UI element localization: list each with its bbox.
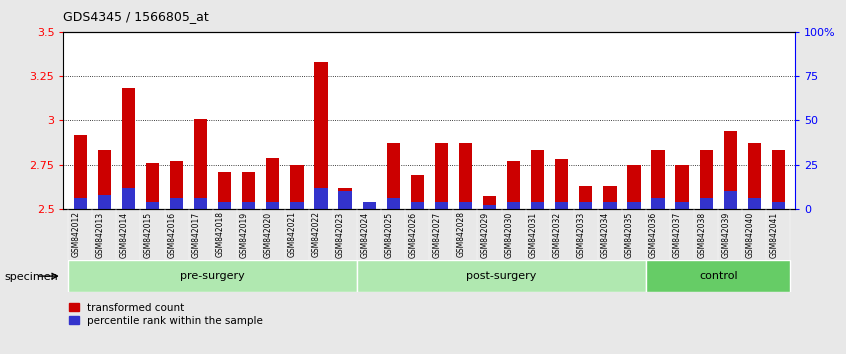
Bar	[651, 198, 665, 209]
Text: GSM842024: GSM842024	[360, 211, 369, 258]
Text: GSM842036: GSM842036	[649, 211, 658, 258]
Bar	[266, 158, 279, 209]
Bar	[410, 175, 424, 209]
Bar	[603, 202, 617, 209]
Bar	[194, 119, 207, 209]
Text: GDS4345 / 1566805_at: GDS4345 / 1566805_at	[63, 10, 209, 23]
Bar	[603, 186, 617, 209]
Bar	[122, 188, 135, 209]
Bar	[483, 196, 496, 209]
Bar	[363, 207, 376, 209]
Bar	[459, 143, 472, 209]
Bar	[242, 202, 255, 209]
Bar	[242, 172, 255, 209]
Bar	[772, 202, 785, 209]
Text: GSM842029: GSM842029	[481, 211, 490, 258]
Bar	[290, 202, 304, 209]
Bar	[194, 198, 207, 209]
Bar	[98, 150, 111, 209]
Bar	[435, 143, 448, 209]
Bar	[387, 198, 400, 209]
Bar	[723, 131, 737, 209]
Text: GSM842031: GSM842031	[529, 211, 538, 258]
Text: GSM842040: GSM842040	[745, 211, 755, 258]
Bar	[646, 260, 790, 292]
Bar	[363, 202, 376, 209]
Text: GSM842015: GSM842015	[144, 211, 152, 258]
Text: GSM842020: GSM842020	[264, 211, 273, 258]
Text: GSM842033: GSM842033	[577, 211, 585, 258]
Text: GSM842025: GSM842025	[384, 211, 393, 258]
Bar	[700, 150, 713, 209]
Text: GSM842018: GSM842018	[216, 211, 225, 257]
Bar	[580, 186, 592, 209]
Bar	[555, 159, 569, 209]
Text: GSM842028: GSM842028	[457, 211, 465, 257]
Bar	[122, 88, 135, 209]
Bar	[69, 260, 357, 292]
Text: post-surgery: post-surgery	[466, 271, 536, 281]
Text: GSM842016: GSM842016	[168, 211, 177, 258]
Bar	[483, 205, 496, 209]
Text: GSM842034: GSM842034	[601, 211, 610, 258]
Bar	[410, 202, 424, 209]
Bar	[748, 198, 761, 209]
Bar	[170, 161, 184, 209]
Text: GSM842038: GSM842038	[697, 211, 706, 258]
Text: GSM842030: GSM842030	[504, 211, 514, 258]
Text: GSM842022: GSM842022	[312, 211, 321, 257]
Text: GSM842019: GSM842019	[239, 211, 249, 258]
Text: GSM842026: GSM842026	[409, 211, 417, 258]
Text: GSM842021: GSM842021	[288, 211, 297, 257]
Bar	[580, 202, 592, 209]
Bar	[338, 191, 352, 209]
Legend: transformed count, percentile rank within the sample: transformed count, percentile rank withi…	[69, 303, 263, 326]
Bar	[531, 150, 544, 209]
Text: GSM842037: GSM842037	[673, 211, 682, 258]
Bar	[170, 198, 184, 209]
Bar	[700, 198, 713, 209]
Bar	[459, 202, 472, 209]
Bar	[74, 198, 87, 209]
Bar	[357, 260, 646, 292]
Bar	[146, 163, 159, 209]
Bar	[628, 202, 640, 209]
Text: specimen: specimen	[4, 272, 58, 282]
Text: GSM842012: GSM842012	[71, 211, 80, 257]
Text: GSM842023: GSM842023	[336, 211, 345, 258]
Text: pre-surgery: pre-surgery	[180, 271, 245, 281]
Bar	[266, 202, 279, 209]
Bar	[651, 150, 665, 209]
Text: GSM842039: GSM842039	[722, 211, 730, 258]
Bar	[218, 202, 231, 209]
Bar	[748, 143, 761, 209]
Bar	[98, 195, 111, 209]
Bar	[507, 202, 520, 209]
Bar	[531, 202, 544, 209]
Text: GSM842013: GSM842013	[96, 211, 104, 258]
Text: GSM842017: GSM842017	[192, 211, 201, 258]
Text: GSM842035: GSM842035	[625, 211, 634, 258]
Bar	[675, 202, 689, 209]
Bar	[435, 202, 448, 209]
Bar	[772, 150, 785, 209]
Bar	[290, 165, 304, 209]
Bar	[218, 172, 231, 209]
Bar	[74, 135, 87, 209]
Text: GSM842014: GSM842014	[119, 211, 129, 258]
Bar	[146, 202, 159, 209]
Text: GSM842027: GSM842027	[432, 211, 442, 258]
Text: GSM842032: GSM842032	[552, 211, 562, 258]
Bar	[675, 165, 689, 209]
Bar	[723, 191, 737, 209]
Text: GSM842041: GSM842041	[769, 211, 778, 258]
Bar	[555, 202, 569, 209]
Bar	[507, 161, 520, 209]
Bar	[315, 62, 327, 209]
Text: control: control	[699, 271, 738, 281]
Bar	[628, 165, 640, 209]
Bar	[338, 188, 352, 209]
Bar	[315, 188, 327, 209]
Bar	[387, 143, 400, 209]
